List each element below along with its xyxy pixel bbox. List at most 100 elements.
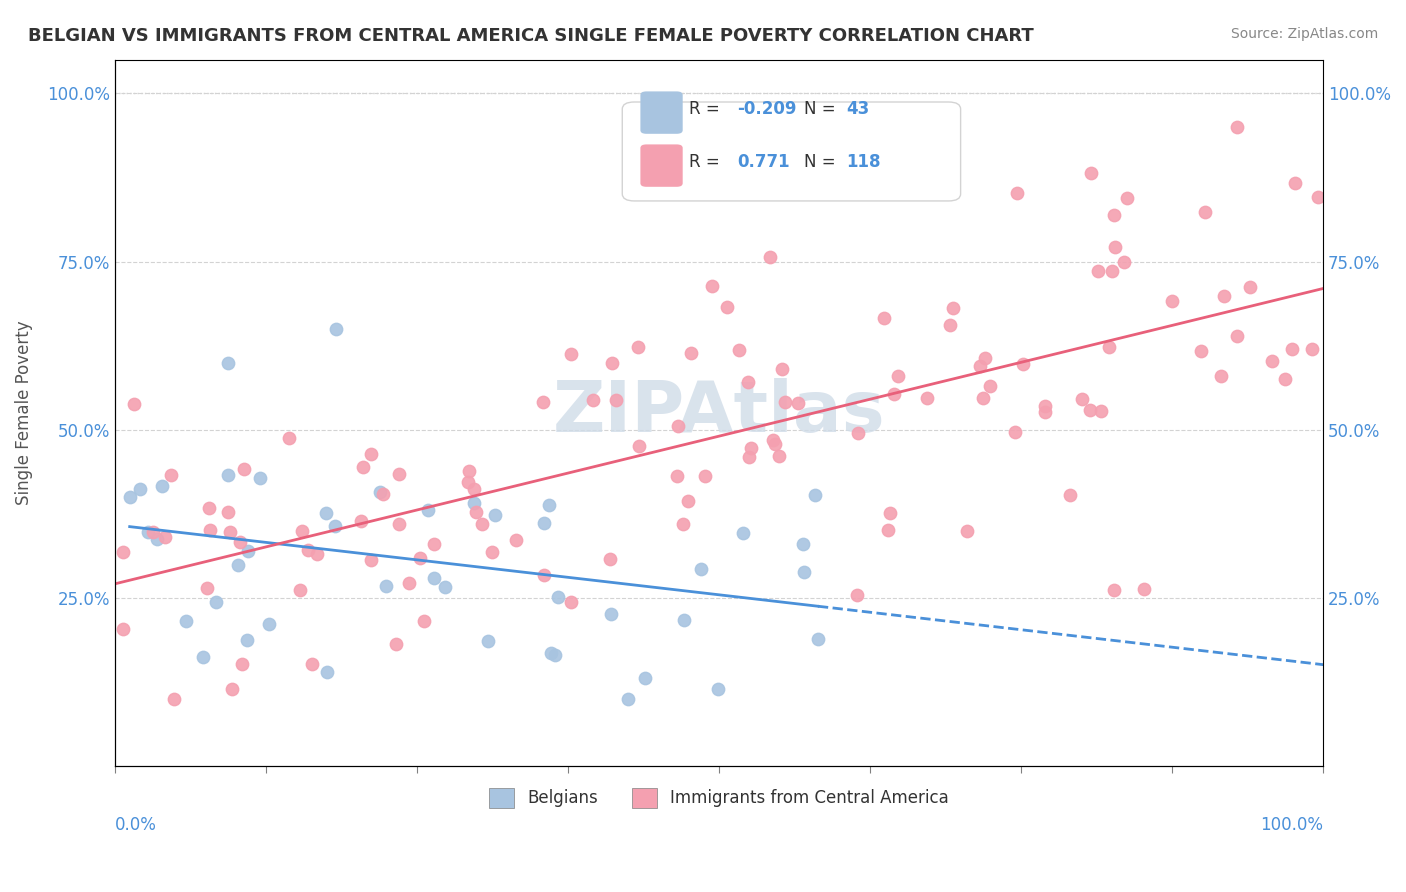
- Point: [1005, 186, 1028, 200]
- Point: [956, 524, 979, 538]
- Point: [731, 526, 754, 541]
- Point: [217, 467, 239, 482]
- Point: [257, 617, 280, 632]
- Point: [221, 682, 243, 697]
- Point: [1239, 280, 1261, 294]
- Point: [229, 535, 252, 549]
- FancyBboxPatch shape: [640, 145, 683, 186]
- Point: [979, 379, 1001, 393]
- Point: [1102, 208, 1125, 222]
- Point: [150, 478, 173, 492]
- Point: [634, 671, 657, 685]
- Point: [463, 482, 485, 496]
- Point: [325, 322, 347, 336]
- Point: [969, 359, 991, 373]
- Point: [291, 524, 314, 538]
- Point: [160, 467, 183, 482]
- Point: [111, 545, 134, 559]
- Point: [1112, 255, 1135, 269]
- Point: [1261, 353, 1284, 368]
- Point: [1101, 264, 1123, 278]
- Point: [388, 467, 411, 481]
- Point: [315, 506, 337, 520]
- Text: BELGIAN VS IMMIGRANTS FROM CENTRAL AMERICA SINGLE FEMALE POVERTY CORRELATION CHA: BELGIAN VS IMMIGRANTS FROM CENTRAL AMERI…: [28, 27, 1033, 45]
- Point: [1078, 403, 1101, 417]
- Point: [360, 447, 382, 461]
- Legend: Belgians, Immigrants from Central America: Belgians, Immigrants from Central Americ…: [482, 780, 955, 814]
- Point: [228, 558, 250, 572]
- Point: [1102, 582, 1125, 597]
- Text: ZIPAtlas: ZIPAtlas: [553, 378, 886, 448]
- Point: [773, 394, 796, 409]
- Point: [1104, 240, 1126, 254]
- Point: [560, 347, 582, 361]
- Point: [1281, 342, 1303, 356]
- Point: [423, 537, 446, 551]
- Point: [315, 665, 337, 680]
- Point: [197, 501, 219, 516]
- Point: [232, 462, 254, 476]
- Point: [388, 517, 411, 532]
- Point: [457, 464, 479, 478]
- Point: [231, 657, 253, 671]
- Point: [560, 594, 582, 608]
- FancyBboxPatch shape: [623, 102, 960, 201]
- Text: 43: 43: [846, 100, 869, 118]
- Point: [1115, 191, 1137, 205]
- Point: [360, 553, 382, 567]
- Point: [277, 431, 299, 445]
- Text: 100.0%: 100.0%: [1260, 816, 1323, 834]
- Point: [1226, 328, 1249, 343]
- Point: [693, 469, 716, 483]
- Point: [617, 692, 640, 706]
- Point: [581, 392, 603, 407]
- Point: [666, 418, 689, 433]
- Point: [375, 579, 398, 593]
- Point: [599, 607, 621, 622]
- Point: [217, 505, 239, 519]
- Text: Source: ZipAtlas.com: Source: ZipAtlas.com: [1230, 27, 1378, 41]
- Point: [759, 250, 782, 264]
- Point: [464, 505, 486, 519]
- Point: [768, 449, 790, 463]
- Point: [540, 646, 562, 660]
- Point: [235, 633, 257, 648]
- Y-axis label: Single Female Poverty: Single Female Poverty: [15, 320, 32, 505]
- Point: [1226, 120, 1249, 134]
- Point: [128, 482, 150, 496]
- Point: [740, 441, 762, 455]
- Point: [122, 397, 145, 411]
- Point: [770, 362, 793, 376]
- Point: [193, 650, 215, 665]
- Point: [174, 614, 197, 628]
- Point: [628, 439, 651, 453]
- Point: [887, 368, 910, 383]
- Point: [1059, 487, 1081, 501]
- Point: [352, 460, 374, 475]
- Point: [484, 508, 506, 523]
- Point: [350, 514, 373, 528]
- Point: [793, 566, 815, 580]
- Point: [434, 580, 457, 594]
- Point: [197, 582, 219, 596]
- Point: [142, 525, 165, 540]
- Text: 0.771: 0.771: [737, 153, 790, 171]
- Point: [599, 552, 621, 566]
- Point: [146, 532, 169, 546]
- Point: [471, 517, 494, 532]
- Point: [1080, 166, 1102, 180]
- Point: [738, 450, 761, 464]
- Point: [200, 524, 222, 538]
- Point: [939, 318, 962, 332]
- Point: [787, 396, 810, 410]
- Point: [544, 648, 567, 663]
- Point: [678, 494, 700, 508]
- Point: [700, 279, 723, 293]
- Point: [1087, 264, 1109, 278]
- Point: [1071, 392, 1094, 406]
- Point: [413, 614, 436, 628]
- Point: [762, 433, 785, 447]
- Point: [737, 375, 759, 389]
- Point: [974, 351, 997, 365]
- Point: [605, 392, 627, 407]
